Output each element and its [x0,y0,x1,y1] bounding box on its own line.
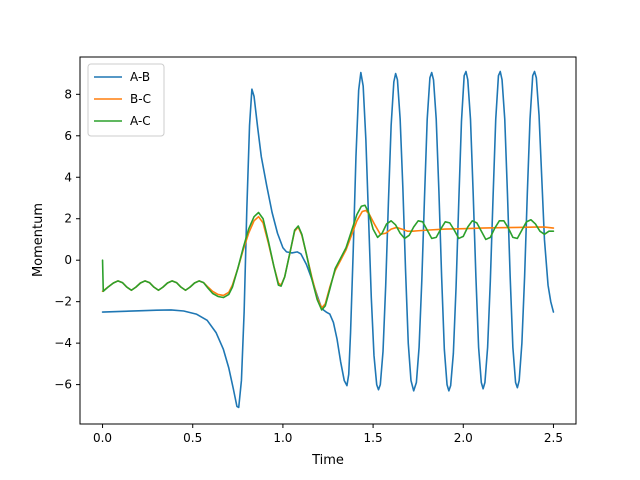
y-tick-label: 6 [64,129,72,143]
y-axis-label: Momentum [31,203,46,277]
legend-label-a-c: A-C [130,114,151,128]
x-axis-label: Time [311,453,344,468]
y-tick-label: 2 [64,212,72,226]
y-tick-label: 4 [64,170,72,184]
y-tick-label: −2 [54,295,72,309]
y-tick-label: 0 [64,253,72,267]
plot-frame [79,56,577,425]
legend: A-B B-C A-C [87,63,165,137]
y-axis: −6 −4 −2 0 2 4 6 8 [54,87,80,392]
series-line-a-b [101,70,555,409]
y-tick-label: −6 [54,378,72,392]
x-axis: 0.0 0.5 1.0 1.5 2.0 2.5 [93,424,563,445]
x-tick-label: 2.0 [454,431,473,445]
legend-label-b-c: B-C [130,92,151,106]
legend-label-a-b: A-B [130,70,150,84]
x-tick-label: 0.5 [183,431,202,445]
x-tick-label: 1.5 [364,431,383,445]
x-tick-label: 1.0 [273,431,292,445]
x-tick-label: 0.0 [93,431,112,445]
y-tick-label: 8 [64,87,72,101]
y-tick-label: −4 [54,336,72,350]
series-layer [101,70,555,409]
x-tick-label: 2.5 [544,431,563,445]
series-line-a-c [101,204,555,311]
legend-box [87,63,165,137]
